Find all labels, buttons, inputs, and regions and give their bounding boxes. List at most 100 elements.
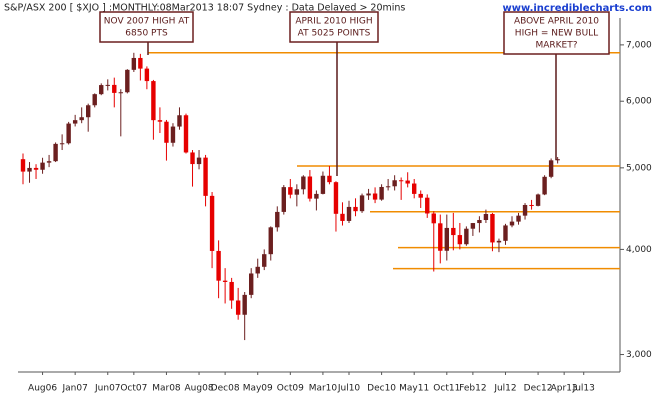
x-tick-label: Jul10 (337, 384, 361, 394)
candle-body (288, 187, 293, 195)
chart-title: S&P/ASX 200 [ $XJO ] :MONTHLY:08Mar2013 … (4, 3, 405, 14)
candle-body (418, 193, 423, 198)
candle-body (20, 159, 26, 172)
candle-body (112, 84, 117, 93)
candle-body (412, 183, 417, 194)
candle-body (183, 115, 189, 153)
candle-body (66, 123, 71, 144)
candle-body (509, 221, 515, 226)
candle-body (333, 182, 339, 214)
annotation-text: APRIL 2010 HIGH (295, 17, 372, 27)
candle-body (92, 94, 97, 106)
candle-body (431, 213, 436, 224)
annotation-text: AT 5025 POINTS (298, 29, 371, 39)
candle-body (118, 92, 123, 94)
annotation-text: MARKET? (535, 41, 577, 51)
y-tick-label: 5,000 (626, 163, 652, 173)
x-tick-label: Dec12 (524, 384, 553, 394)
candle-body (385, 186, 391, 188)
annotation-text: HIGH = NEW BULL (515, 29, 598, 39)
candle-body (79, 117, 84, 121)
candle-body (281, 187, 286, 212)
candle-body (151, 81, 156, 121)
annotation-box (503, 11, 610, 55)
candle-body (464, 228, 469, 245)
candle-body (196, 157, 202, 165)
candle-body (366, 193, 371, 196)
x-tick-label: May09 (243, 384, 273, 394)
x-tick-label: Oct07 (120, 384, 147, 394)
candle-body (398, 180, 404, 182)
y-tick-label: 4,000 (626, 245, 652, 255)
x-tick-label: Aug08 (185, 384, 214, 394)
candle-body (157, 120, 163, 122)
x-tick-label: Mar08 (152, 384, 181, 394)
x-tick-label: Oct11 (433, 384, 460, 394)
candle-body (359, 195, 365, 212)
candle-body (372, 193, 378, 200)
candle-body (307, 176, 313, 199)
candle-body (86, 105, 91, 118)
candle-body (457, 235, 463, 245)
candle-body (346, 206, 352, 221)
annotation-text: 6850 PTS (125, 29, 168, 39)
candle-body (144, 68, 150, 82)
annotation-box (289, 11, 379, 43)
x-tick-label: Dec08 (211, 384, 240, 394)
candle-body (125, 69, 130, 93)
candle-body (503, 225, 508, 241)
candle-body (164, 121, 169, 143)
candle-body (99, 85, 104, 95)
candle-body (105, 84, 110, 86)
y-tick-label: 3,000 (626, 350, 652, 360)
candle-body (33, 167, 39, 170)
candle-body (229, 281, 234, 301)
watermark: www.incrediblecharts.com (503, 3, 653, 14)
annotation-text: ABOVE APRIL 2010 (514, 17, 599, 27)
candle-body (138, 57, 143, 69)
candle-body (340, 213, 345, 221)
candle-body (249, 273, 254, 295)
candle-body (405, 180, 410, 184)
candle-body (46, 161, 52, 163)
candle-body (72, 120, 78, 124)
candle-body (268, 227, 273, 255)
candle-body (425, 197, 430, 214)
candle-body (438, 223, 443, 251)
candle-body (542, 176, 547, 195)
candle-body (353, 206, 358, 212)
x-tick-label: Jan07 (61, 384, 87, 394)
candle-body (327, 175, 332, 183)
candle-body (235, 300, 241, 315)
candle-body (190, 152, 195, 165)
candle-body (470, 223, 476, 229)
x-tick-label: Aug06 (28, 384, 57, 394)
candle-body (131, 57, 137, 70)
candle-body (483, 213, 489, 221)
x-tick-label: Dec10 (367, 384, 396, 394)
x-tick-label: Jul12 (493, 384, 516, 394)
candle-body (209, 195, 215, 251)
candle-body (320, 175, 326, 194)
x-tick-label: Apr13 (551, 384, 578, 394)
candle-body (255, 266, 260, 274)
candle-body (40, 162, 45, 170)
annotation-box (99, 11, 194, 43)
candle-body (222, 280, 228, 282)
candle-body (203, 157, 208, 196)
annotation-text: NOV 2007 HIGH AT (104, 17, 190, 27)
candle-body (314, 193, 319, 199)
candle-body (548, 160, 554, 177)
candle-body (294, 189, 300, 195)
candle-body (262, 254, 267, 267)
candle-body (379, 186, 384, 200)
candle-body (301, 176, 306, 190)
x-tick-label: Jun07 (94, 384, 121, 394)
x-tick-label: Feb12 (459, 384, 486, 394)
x-tick-label: Oct09 (277, 384, 304, 394)
candle-body (53, 143, 58, 162)
candle-body (242, 294, 247, 315)
candle-body (392, 180, 397, 187)
